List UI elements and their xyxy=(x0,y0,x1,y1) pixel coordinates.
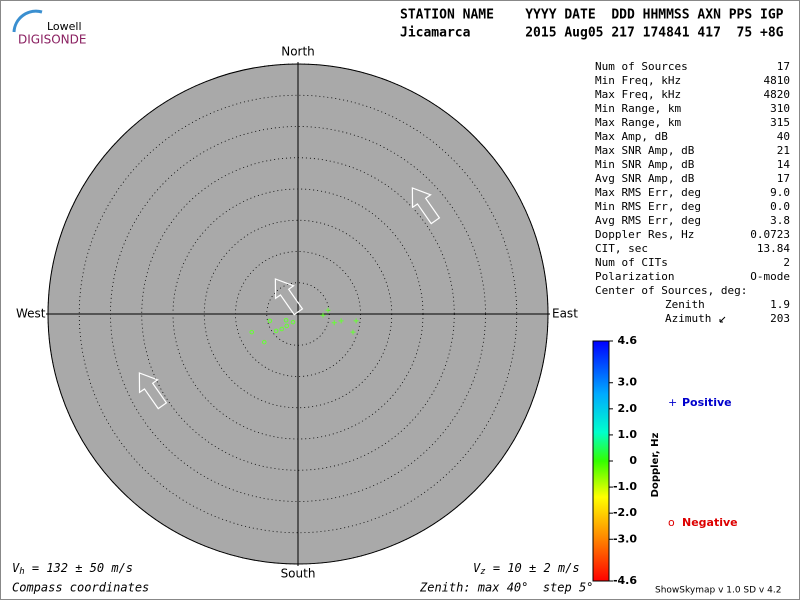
colorbar-tick-label: -1.0 xyxy=(613,480,637,493)
stat-label: Max RMS Err, deg xyxy=(595,186,701,199)
stat-value: 4820 xyxy=(764,88,791,101)
source-point xyxy=(261,339,267,345)
stat-value: O-mode xyxy=(750,270,790,283)
legend-symbol: + xyxy=(668,396,677,409)
source-point xyxy=(353,318,359,324)
stat-value: 0.0 xyxy=(770,200,790,213)
compass-south: South xyxy=(281,567,316,581)
stat-value: 310 xyxy=(770,102,790,115)
stat-label: Max Range, km xyxy=(595,116,681,129)
velocity-arrow xyxy=(138,372,168,410)
center-arrow xyxy=(274,278,304,316)
stat-label: Max SNR Amp, dB xyxy=(595,144,695,157)
vz-v: V xyxy=(473,561,481,575)
stat-value: 14 xyxy=(777,158,791,171)
vh-v: V xyxy=(12,561,20,575)
source-point xyxy=(249,329,255,335)
coords-note: Compass coordinates xyxy=(12,581,149,595)
version: ShowSkymap v 1.0 SD v 4.2 xyxy=(655,586,781,596)
source-point xyxy=(284,323,290,329)
legend-label: Positive xyxy=(682,396,732,409)
stat-label: Num of Sources xyxy=(595,60,688,73)
stat-label: Polarization xyxy=(595,270,674,283)
vz-label: Vz = 10 ± 2 m/s xyxy=(473,561,580,577)
stat-value: 40 xyxy=(777,130,790,143)
stat-value: 21 xyxy=(777,144,790,157)
colorbar-tick-label: -4.6 xyxy=(613,574,637,587)
vh-label: Vh = 132 ± 50 m/s xyxy=(12,561,133,577)
stat-value: 17 xyxy=(777,60,790,73)
stat-label: Min RMS Err, deg xyxy=(595,200,701,213)
stat-label: Max Amp, dB xyxy=(595,130,668,143)
azimuth-icon xyxy=(719,316,726,323)
colorbar-tick-label: 4.6 xyxy=(618,334,638,347)
velocity-arrow xyxy=(411,187,441,225)
compass-west: West xyxy=(16,307,46,321)
colorbar-tick-label: 3.0 xyxy=(618,376,638,389)
header-values: Jicamarca 2015 Aug05 217 174841 417 75 +… xyxy=(400,26,784,41)
stat-value: 0.0723 xyxy=(750,228,790,241)
stat-value: 9.0 xyxy=(770,186,790,199)
stat-value: 315 xyxy=(770,116,790,129)
stat-label: CIT, sec xyxy=(595,242,648,255)
vz-sub: z xyxy=(480,567,485,577)
colorbar-tick-label: -3.0 xyxy=(613,532,637,545)
compass-north: North xyxy=(281,45,315,59)
source-point xyxy=(325,307,331,313)
source-point xyxy=(338,318,344,324)
source-point xyxy=(267,318,273,324)
stat-label: Min SNR Amp, dB xyxy=(595,158,695,171)
vz-value: = 10 ± 2 m/s xyxy=(486,561,580,575)
stat-label: Max Freq, kHz xyxy=(595,88,681,101)
stat-label: Avg SNR Amp, dB xyxy=(595,172,695,185)
source-point xyxy=(283,317,289,323)
stat-label: Num of CITs xyxy=(595,256,668,269)
colorbar xyxy=(592,340,610,582)
center-title: Center of Sources, deg: xyxy=(595,284,747,297)
legend-label: Negative xyxy=(682,516,738,529)
legend-symbol: o xyxy=(668,516,675,529)
source-point xyxy=(279,326,285,332)
center-value: 1.9 xyxy=(770,298,790,311)
stat-value: 17 xyxy=(777,172,790,185)
compass-east: East xyxy=(552,307,578,321)
vh-sub: h xyxy=(19,567,24,577)
stat-label: Doppler Res, Hz xyxy=(595,228,694,241)
source-point xyxy=(350,329,356,335)
stat-value: 3.8 xyxy=(770,214,790,227)
center-value: 203 xyxy=(770,312,790,325)
center-label: Azimuth xyxy=(665,312,711,325)
colorbar-tick-label: 1.0 xyxy=(618,428,638,441)
logo-top: Lowell xyxy=(47,20,82,33)
colorbar-tick-label: 0 xyxy=(629,454,637,467)
stat-label: Min Range, km xyxy=(595,102,681,115)
header-columns: STATION NAME YYYY DATE DDD HHMMSS AXN PP… xyxy=(400,8,784,23)
stat-label: Avg RMS Err, deg xyxy=(595,214,701,227)
logo-swoosh xyxy=(12,9,43,33)
stat-value: 4810 xyxy=(764,74,791,87)
vh-value: = 132 ± 50 m/s xyxy=(25,561,133,575)
logo-bottom: DIGISONDE xyxy=(18,33,86,47)
colorbar-tick-label: 2.0 xyxy=(618,402,638,415)
source-point xyxy=(273,328,279,334)
stat-label: Min Freq, kHz xyxy=(595,74,681,87)
stat-value: 13.84 xyxy=(757,242,790,255)
source-point xyxy=(290,319,296,325)
colorbar-tick-label: -2.0 xyxy=(613,506,637,519)
source-point xyxy=(320,312,326,318)
source-point xyxy=(331,320,337,326)
center-label: Zenith xyxy=(665,298,705,311)
colorbar-label: Doppler, Hz xyxy=(650,433,661,498)
zenith-note: Zenith: max 40° step 5° xyxy=(419,581,593,595)
stat-value: 2 xyxy=(783,256,790,269)
